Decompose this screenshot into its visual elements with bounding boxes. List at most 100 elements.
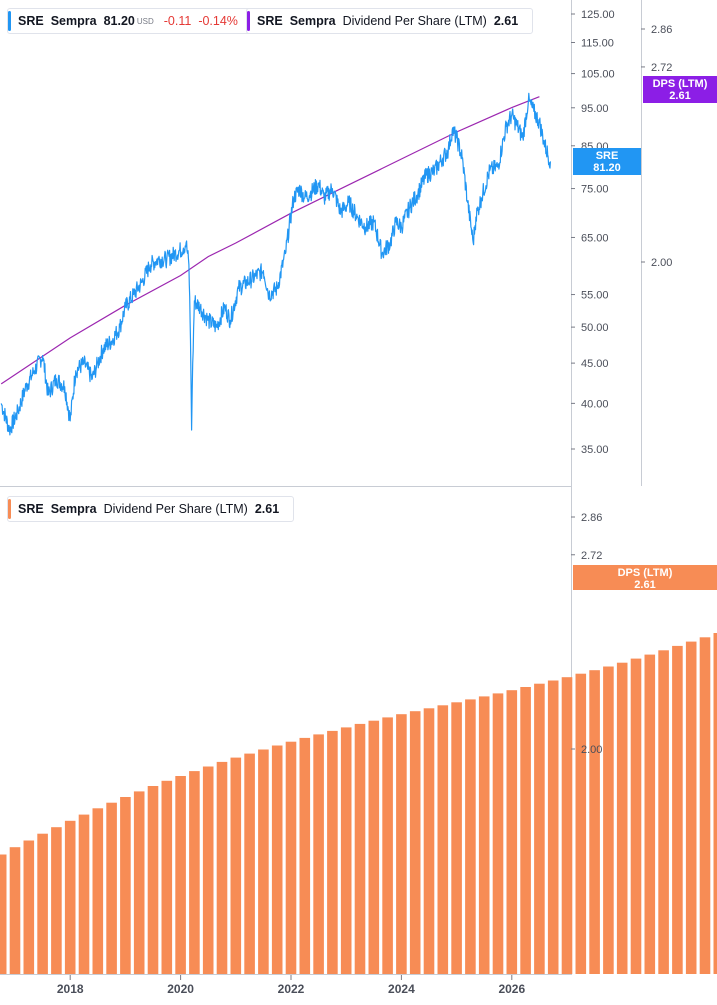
dps-bar <box>299 737 311 974</box>
time-tick-label: 2022 <box>278 982 305 996</box>
dps-top-tag-label: DPS (LTM) <box>652 78 708 90</box>
dps-top-last-value-tag: DPS (LTM) 2.61 <box>643 76 717 103</box>
dps-line-series <box>0 96 540 385</box>
dps-bar <box>534 683 545 974</box>
price-tick-label: 45.00 <box>581 358 609 370</box>
dps-legend-bottom-metric: Dividend Per Share (LTM) <box>103 502 248 516</box>
dps-legend-bottom[interactable]: SRE Sempra Dividend Per Share (LTM) 2.61 <box>7 496 295 522</box>
dps-bar <box>575 673 587 974</box>
price-tick-label: 65.00 <box>581 232 609 244</box>
dps-bar <box>713 633 717 974</box>
dps-bar <box>699 637 711 974</box>
dps-legend-bottom-value: 2.61 <box>254 502 280 516</box>
dps-bar <box>506 690 518 974</box>
price-tick-label: 75.00 <box>581 184 609 196</box>
dps-bottom-tag-label: DPS (LTM) <box>617 567 673 579</box>
dps-bar <box>465 699 476 974</box>
price-legend-currency: USD <box>136 16 154 26</box>
dps-bar <box>161 780 173 974</box>
dps-bar <box>120 797 131 974</box>
dps-legend-top-name: Sempra <box>289 14 336 28</box>
dps-bar <box>561 677 573 974</box>
dps-bar <box>147 786 159 974</box>
dps-bar <box>354 723 366 974</box>
dps-bar <box>478 696 490 974</box>
dps-bar <box>37 833 48 974</box>
dps-bar <box>368 720 380 974</box>
dps-bar <box>133 791 145 974</box>
dps-bar <box>9 847 21 974</box>
dps-bar <box>520 687 531 974</box>
dps-bar <box>423 708 435 974</box>
price-legend[interactable]: SRE Sempra 81.20 USD -0.11 -0.14% <box>7 8 253 34</box>
dps-legend-bottom-name: Sempra <box>50 502 97 516</box>
dps-bar <box>92 808 104 974</box>
dps-bar <box>492 693 504 974</box>
price-legend-ticker: SRE <box>18 14 44 28</box>
dps-bar <box>340 727 352 974</box>
dps-bar <box>285 741 297 974</box>
dps-bar <box>313 734 324 974</box>
dps-legend-top-ticker: SRE <box>257 14 283 28</box>
dps-bar <box>189 771 200 974</box>
dps-bar <box>106 802 117 974</box>
dps-bar <box>603 666 614 974</box>
dps-legend-top[interactable]: SRE Sempra Dividend Per Share (LTM) 2.61 <box>246 8 534 34</box>
price-tick-label: 125.00 <box>581 9 615 21</box>
dps-top-tick-label: 2.00 <box>651 257 672 269</box>
price-tick-label: 105.00 <box>581 69 615 81</box>
price-tag-value: 81.20 <box>593 162 621 174</box>
price-last-value-tag: SRE 81.20 <box>573 148 641 175</box>
price-line-series <box>0 92 551 436</box>
dps-bar <box>327 730 338 974</box>
price-tick-label: 35.00 <box>581 444 609 456</box>
dps-bottom-tick-label: 2.00 <box>581 744 602 756</box>
dps-bar <box>23 840 35 974</box>
dps-top-tick-label: 2.86 <box>651 24 672 36</box>
dps-top-tag-value: 2.61 <box>669 90 691 102</box>
dps-legend-top-color <box>247 11 250 31</box>
dps-bar <box>202 766 214 974</box>
dps-legend-bottom-ticker: SRE <box>18 502 44 516</box>
price-tag-label: SRE <box>595 150 619 162</box>
price-pane <box>0 92 551 436</box>
dps-bar <box>271 745 283 974</box>
price-legend-price: 81.20 <box>103 14 135 28</box>
dps-bar <box>175 776 186 974</box>
dps-bar <box>437 705 449 974</box>
dps-bar <box>685 641 697 974</box>
dps-bar <box>644 654 656 974</box>
price-tick-label: 55.00 <box>581 290 609 302</box>
dps-legend-top-metric: Dividend Per Share (LTM) <box>342 14 487 28</box>
time-tick-label: 2020 <box>167 982 194 996</box>
dps-legend-bottom-color <box>8 499 11 519</box>
dps-bar-pane <box>0 633 717 974</box>
dps-bar <box>672 645 683 974</box>
dps-bar <box>244 753 255 974</box>
dps-bar <box>396 714 407 974</box>
dps-bottom-tick-label: 2.86 <box>581 512 602 524</box>
dps-bar <box>451 702 462 974</box>
dps-bar <box>382 717 393 974</box>
dps-bar <box>616 662 628 974</box>
price-tick-label: 50.00 <box>581 322 609 334</box>
dps-bar <box>64 820 76 974</box>
dps-bar <box>51 827 62 974</box>
dps-bottom-tick-label: 2.72 <box>581 550 602 562</box>
price-legend-change: -0.11 <box>163 14 192 28</box>
price-legend-name: Sempra <box>50 14 97 28</box>
price-tick-label: 115.00 <box>581 37 614 49</box>
dps-legend-top-value: 2.61 <box>493 14 519 28</box>
dps-bar <box>258 749 269 974</box>
dps-top-tick-label: 2.72 <box>651 62 672 74</box>
dps-bottom-tag-value: 2.61 <box>634 579 656 591</box>
dps-bar <box>78 814 90 974</box>
time-tick-label: 2024 <box>388 982 415 996</box>
dps-bottom-last-value-tag: DPS (LTM) 2.61 <box>573 565 717 591</box>
time-tick-label: 2026 <box>498 982 525 996</box>
dps-bar <box>216 761 228 974</box>
dps-bar <box>0 854 7 974</box>
dps-bar <box>658 650 669 974</box>
dps-bar <box>230 757 242 974</box>
